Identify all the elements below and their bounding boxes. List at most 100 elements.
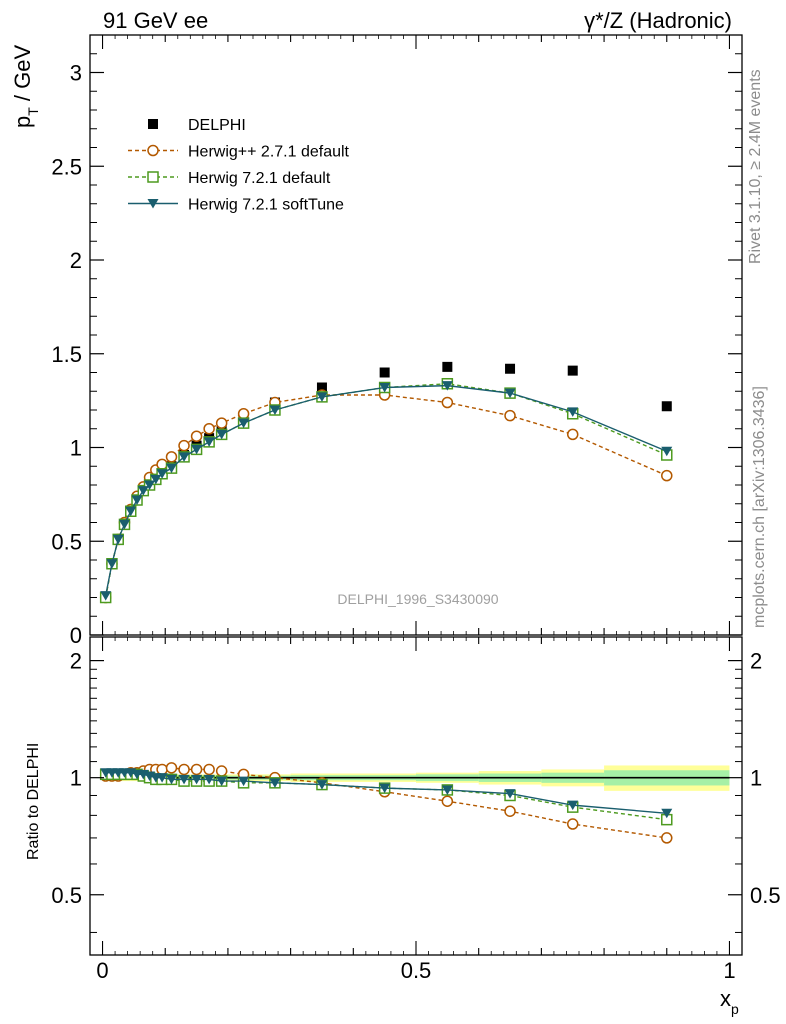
analysis-watermark: DELPHI_1996_S3430090 (337, 591, 498, 607)
ratio-point-herwig-2-7-1-default (190, 763, 203, 776)
legend-marker (147, 144, 159, 157)
main-y-tick-label: 0.5 (51, 529, 82, 554)
main-point-herwig-2-7-1-default (237, 408, 250, 420)
main-point-herwig-2-7-1-default (190, 430, 203, 442)
ratio-point-herwig-2-7-1-default (203, 763, 215, 776)
main-point-herwig-7-2-1-softtune (156, 469, 168, 479)
ratio-point-herwig-7-2-1-softtune (178, 774, 190, 785)
x-tick-label: 0 (96, 958, 108, 983)
main-point-delphi (379, 367, 390, 378)
ratio-point-herwig-2-7-1-default (441, 795, 454, 807)
main-point-herwig-2-7-1-default (504, 409, 516, 422)
legend: DELPHI Herwig++ 2.7.1 default Herwig 7.2.1… (128, 117, 350, 214)
ratio-point-herwig-2-7-1-default (178, 763, 190, 776)
ratio-point-herwig-2-7-1-default (566, 818, 579, 830)
x-tick-label: 0.5 (401, 958, 432, 983)
main-point-delphi (661, 401, 672, 412)
ratio-point-herwig-7-2-1-softtune (216, 776, 228, 787)
header-right-label: γ*/Z (Hadronic) (584, 8, 732, 33)
ratio-y-tick-label: 2 (70, 649, 82, 674)
header-left-label: 91 GeV ee (103, 8, 208, 33)
x-tick-label: 1 (723, 958, 735, 983)
main-y-tick-label: 3 (70, 61, 82, 86)
ratio-plot-frame (89, 636, 743, 956)
ratio-y-tick-label: 0.5 (51, 883, 82, 908)
main-point-herwig-2-7-1-default (156, 458, 168, 471)
main-point-herwig-7-2-1-softtune (166, 463, 177, 474)
ratio-point-herwig-7-2-1-softtune (379, 783, 391, 794)
ratio-y-tick-label-right: 0.5 (750, 883, 781, 908)
legend-marker (147, 199, 159, 209)
main-plot-panel: 0 0.5 1 1.5 2 2.5 3 DELPHI_1996_S3430090 pT / … (10, 34, 743, 648)
ratio-point-herwig-7-2-1-softtune (567, 800, 579, 811)
legend-item-delphi: DELPHI (148, 117, 246, 134)
main-point-herwig-7-2-1-softtune (504, 388, 516, 399)
ratio-point-herwig-7-2-1-softtune (166, 774, 177, 785)
main-point-herwig-7-2-1-softtune (150, 474, 162, 485)
main-point-delphi (316, 382, 327, 393)
main-point-herwig-7-2-1-softtune (216, 429, 228, 440)
ratio-y-axis-label: Ratio to DELPHI (25, 743, 42, 860)
main-axis-ticks: 0 0.5 1 1.5 2 2.5 3 (51, 35, 742, 648)
main-point-herwig-2-7-1-default (661, 469, 673, 482)
x-axis-label-sub: p (731, 1001, 739, 1017)
main-point-herwig-7-2-1-softtune (125, 506, 137, 517)
ratio-point-herwig-2-7-1-default (156, 763, 168, 776)
main-line-herwig-2-7-1-default (104, 394, 668, 598)
ratio-point-herwig-7-2-1-softtune (661, 808, 673, 819)
main-y-axis-label-unit: / GeV (10, 45, 35, 108)
main-series-herwig-7-2-1-default (99, 378, 673, 604)
main-y-tick-label: 1.5 (51, 342, 82, 367)
main-point-herwig-2-7-1-default (178, 439, 190, 452)
ratio-series-layer (99, 762, 673, 844)
main-y-axis-label-main: p (10, 116, 35, 128)
main-point-herwig-7-2-1-softtune (100, 591, 112, 601)
legend-marker (147, 171, 159, 183)
main-y-axis-label-sub: T (25, 107, 41, 116)
main-point-herwig-7-2-1-softtune (203, 437, 215, 447)
main-point-herwig-7-2-1-softtune (441, 381, 453, 391)
main-point-herwig-7-2-1-softtune (316, 392, 328, 402)
main-point-herwig-7-2-1-softtune (379, 383, 391, 393)
main-point-herwig-7-2-1-softtune (661, 446, 673, 457)
x-axis-label-main: x (720, 986, 731, 1011)
rivet-version-label: Rivet 3.1.10, ≥ 2.4M events (747, 69, 764, 264)
ratio-y-tick-label: 1 (70, 766, 82, 791)
ratio-y-tick-label-right: 2 (750, 649, 762, 674)
main-point-herwig-2-7-1-default (165, 451, 178, 463)
legend-item-herwig-7-2-1-softtune: Herwig 7.2.1 softTune (128, 197, 344, 214)
legend-label: Herwig 7.2.1 softTune (188, 197, 344, 214)
main-point-herwig-7-2-1-softtune (269, 405, 281, 415)
main-point-herwig-2-7-1-default (566, 428, 579, 441)
ratio-point-herwig-2-7-1-default (504, 805, 516, 817)
x-axis-label: xp (720, 986, 739, 1017)
main-y-axis-label: pT / GeV (10, 45, 41, 128)
ratio-point-herwig-7-2-1-softtune (203, 774, 215, 785)
main-y-tick-label: 0 (70, 623, 82, 648)
mcplots-label: mcplots.cern.ch [arXiv:1306.3436] (751, 386, 768, 628)
main-line-herwig-7-2-1-softtune (104, 384, 668, 596)
legend-label: DELPHI (188, 117, 246, 134)
ratio-point-herwig-7-2-1-softtune (269, 778, 281, 788)
main-point-herwig-7-2-1-softtune (238, 418, 250, 429)
ratio-point-herwig-7-2-1-softtune (191, 774, 203, 785)
main-point-herwig-7-2-1-softtune (131, 495, 143, 505)
legend-marker (148, 119, 158, 129)
main-y-tick-label: 2.5 (51, 154, 82, 179)
main-point-delphi (442, 361, 453, 372)
main-point-delphi (505, 363, 516, 374)
main-point-herwig-7-2-1-softtune (144, 480, 156, 490)
main-point-herwig-7-2-1-softtune (567, 407, 579, 417)
legend-item-herwig-7-2-1-default: Herwig 7.2.1 default (128, 170, 331, 187)
ratio-axis-ticks: 0.5 0.5 1 1 2 2 0 0.5 1 (51, 637, 781, 983)
main-point-herwig-7-2-1-softtune (112, 534, 124, 545)
ratio-series-herwig-7-2-1-softtune (100, 768, 673, 819)
main-point-delphi (567, 365, 578, 376)
ratio-plot-panel: 0.5 0.5 1 1 2 2 0 0.5 1 Ratio to DELPHI xp (25, 636, 781, 1017)
main-point-herwig-2-7-1-default (203, 423, 215, 435)
ratio-point-herwig-7-2-1-softtune (238, 776, 250, 787)
main-point-herwig-7-2-1-softtune (178, 452, 190, 462)
main-point-herwig-2-7-1-default (215, 417, 228, 429)
main-y-tick-label: 1 (70, 436, 82, 461)
